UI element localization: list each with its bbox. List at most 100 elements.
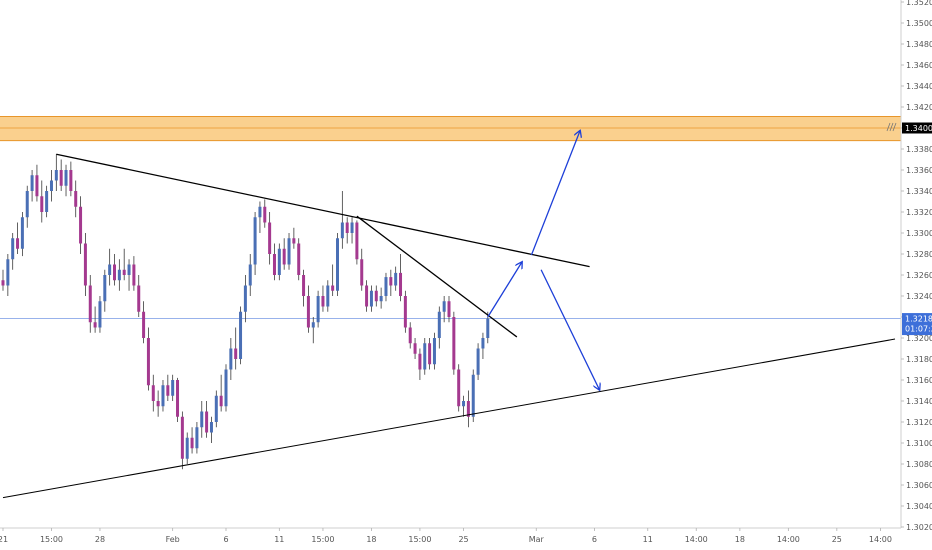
current-price-tag xyxy=(902,313,932,336)
candle xyxy=(457,364,461,412)
candle-body xyxy=(413,343,417,354)
candle-body xyxy=(437,311,441,338)
time-tick-label: 25 xyxy=(832,535,842,544)
candle xyxy=(49,170,53,202)
candle xyxy=(113,254,116,286)
time-tick-label: 21 xyxy=(0,535,8,544)
candle xyxy=(321,285,325,312)
candle xyxy=(384,272,388,302)
candle xyxy=(481,332,485,359)
current-price-label: 1.32185 xyxy=(905,315,932,324)
trendline-short-descending[interactable] xyxy=(356,215,518,338)
candle xyxy=(1,269,5,291)
candle xyxy=(74,180,78,218)
price-tick-label: 1.31200 xyxy=(906,418,932,427)
candle xyxy=(331,264,335,296)
price-tick-label: 1.31800 xyxy=(906,355,932,364)
time-tick-label: 6 xyxy=(223,535,228,544)
price-tick-label: 1.31600 xyxy=(906,376,932,385)
candle xyxy=(379,287,383,309)
candle-body xyxy=(6,259,10,286)
candle-body xyxy=(297,243,301,275)
price-tick-label: 1.33800 xyxy=(906,145,932,154)
candle-body xyxy=(384,277,388,296)
trendline-upper-descending[interactable] xyxy=(56,153,590,268)
candle-body xyxy=(205,411,209,433)
candle xyxy=(45,185,49,218)
candle xyxy=(462,395,466,417)
candle-body xyxy=(166,385,170,396)
candle xyxy=(360,248,364,291)
candle xyxy=(205,401,209,438)
time-tick-label: 11 xyxy=(274,535,284,544)
candle xyxy=(83,233,87,296)
candle xyxy=(195,422,199,454)
price-tick-label: 1.35000 xyxy=(906,19,932,28)
candle-body xyxy=(200,411,204,428)
time-tick-label: Mar xyxy=(529,535,545,544)
candle-body xyxy=(462,401,466,407)
arrow-breakdown-leg[interactable] xyxy=(540,269,599,390)
candle xyxy=(127,259,131,291)
candle-body xyxy=(423,343,427,370)
candle-body xyxy=(360,259,364,286)
candle xyxy=(355,220,359,265)
candle-body xyxy=(20,217,24,249)
candle xyxy=(287,233,291,270)
candle-body xyxy=(113,264,116,281)
time-tick-label: Feb xyxy=(166,535,180,544)
trendline-ascending-support[interactable] xyxy=(2,338,896,499)
candle-body xyxy=(49,180,53,191)
candle xyxy=(25,185,29,228)
candle-body xyxy=(302,275,306,296)
trendline-layer[interactable] xyxy=(2,153,896,499)
time-tick-label: 14:00 xyxy=(777,535,800,544)
price-tick-label: 1.32000 xyxy=(906,334,932,343)
arrow-breakout-up-leg-1[interactable] xyxy=(487,262,522,318)
price-axis[interactable] xyxy=(0,0,902,529)
resistance-price-tag xyxy=(902,122,932,134)
candle xyxy=(69,161,73,197)
candle-body xyxy=(374,290,378,302)
candle-body xyxy=(399,272,403,296)
projection-arrow-layer[interactable] xyxy=(487,131,599,390)
candle-body xyxy=(127,264,131,275)
zone-handle-icon[interactable] xyxy=(886,122,897,132)
time-tick-label: 6 xyxy=(592,535,597,544)
candle xyxy=(64,164,68,197)
price-tick-label: 1.34200 xyxy=(906,103,932,112)
candle xyxy=(40,180,44,223)
candle xyxy=(132,256,136,291)
candle-body xyxy=(428,343,432,365)
candle-body xyxy=(321,296,325,307)
candle-body xyxy=(83,243,87,286)
candle-body xyxy=(209,422,213,433)
time-tick-label: 15:00 xyxy=(408,535,431,544)
candle-body xyxy=(466,401,470,417)
candle xyxy=(399,254,403,302)
candle xyxy=(423,338,427,375)
candle xyxy=(185,432,189,464)
candle-body xyxy=(248,264,252,286)
candle xyxy=(79,196,83,254)
candle-body xyxy=(234,348,238,359)
candle xyxy=(243,275,247,323)
candle-body xyxy=(171,380,175,396)
candle xyxy=(219,374,223,412)
candle-body xyxy=(389,277,393,286)
time-tick-label: 28 xyxy=(95,535,105,544)
candle-body xyxy=(258,206,262,218)
candle-body xyxy=(103,275,107,302)
candle xyxy=(30,170,34,202)
arrow-breakout-up-leg-2[interactable] xyxy=(530,131,579,256)
candle xyxy=(466,390,470,428)
candle xyxy=(428,338,432,370)
time-axis-ticks: 21 15:00 28 Feb 6 11 15:00 18 15:00 25 Mar 6 11 14:00… xyxy=(0,528,892,544)
candle xyxy=(11,233,15,270)
candle-body xyxy=(447,301,451,317)
candle xyxy=(389,269,393,296)
candle-body xyxy=(365,285,369,307)
candle-body xyxy=(185,437,189,459)
candle xyxy=(142,301,146,344)
